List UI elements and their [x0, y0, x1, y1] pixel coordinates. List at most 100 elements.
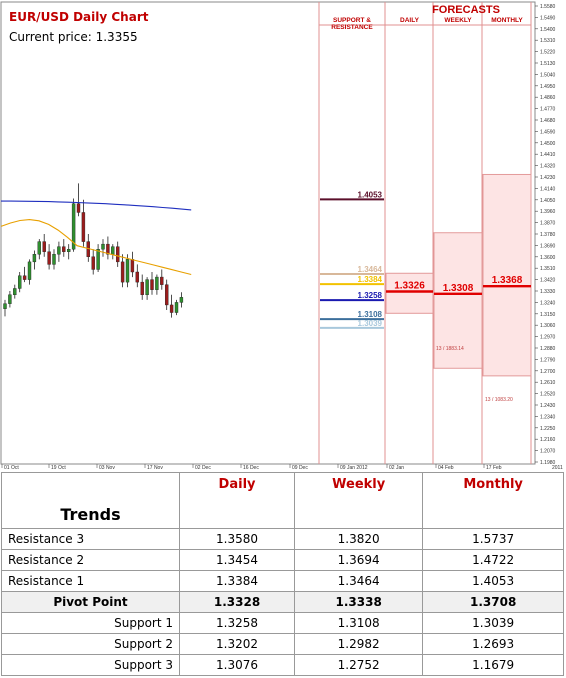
candle-body [115, 246, 120, 263]
candle-body [160, 276, 164, 285]
table-row: Resistance 3 1.3580 1.3820 1.5737 [1, 528, 564, 550]
forecast-value: 1.3368 [492, 275, 523, 286]
table-row: Support 1 1.3258 1.3108 1.3039 [1, 612, 564, 634]
y-tick-label: 1.3240 [540, 300, 556, 306]
x-tick-label: 17 Feb [486, 465, 502, 471]
row-label: Resistance 1 [1, 570, 180, 592]
candle-body [150, 279, 154, 290]
y-tick-label: 1.3870 [540, 221, 556, 227]
candle-body [96, 248, 100, 270]
monthly-range-label: 13 / 1083.20 [485, 397, 513, 403]
y-tick-label: 1.4950 [540, 84, 556, 90]
y-tick-label: 1.5310 [540, 38, 556, 44]
cell-value: 1.3580 [178, 528, 296, 550]
candle-body [101, 243, 105, 250]
header-daily: DAILY [400, 17, 419, 24]
level-label: 1.4053 [358, 190, 383, 199]
y-tick-label: 1.4860 [540, 95, 556, 101]
current-price: Current price: 1.3355 [9, 30, 138, 44]
candle-body [91, 256, 95, 270]
level-label: 1.3039 [358, 319, 383, 328]
chart-title: EUR/USD Daily Chart [9, 10, 149, 24]
candle-body [140, 281, 144, 295]
candle-body [179, 297, 184, 303]
candle-body [155, 276, 159, 290]
cell-value: 1.2982 [294, 633, 424, 655]
y-tick-label: 1.5220 [540, 50, 556, 56]
forecasts-title: FORECASTS [432, 4, 500, 16]
y-tick-label: 1.4140 [540, 186, 556, 192]
trends-title: Trends [1, 472, 180, 529]
y-tick-label: 1.4590 [540, 129, 556, 135]
y-tick-label: 1.4680 [540, 118, 556, 124]
y-tick-label: 1.3060 [540, 323, 556, 329]
forecast-value: 1.3308 [443, 283, 474, 294]
row-label: Pivot Point [1, 591, 180, 613]
y-tick-label: 1.2070 [540, 449, 556, 455]
x-tick-label: 02 Dec [195, 465, 211, 471]
y-tick-label: 1.3510 [540, 266, 556, 272]
y-tick-label: 1.3690 [540, 243, 556, 249]
y-tick-label: 1.4500 [540, 141, 556, 147]
cell-value: 1.3258 [178, 612, 296, 634]
forecast-range-box [433, 232, 483, 369]
candle-body [57, 246, 61, 255]
candle-body [8, 294, 12, 304]
cell-value: 1.1679 [422, 654, 564, 676]
cell-value: 1.3384 [178, 570, 296, 592]
cell-value: 1.3454 [178, 549, 296, 571]
y-tick-label: 1.4050 [540, 198, 556, 204]
candle-body [71, 203, 76, 250]
y-tick-label: 1.2610 [540, 380, 556, 386]
candle-body [111, 246, 115, 255]
row-label: Resistance 2 [1, 549, 180, 571]
cell-value: 1.3708 [422, 591, 564, 613]
column-monthly: Monthly [422, 472, 564, 529]
cell-value: 1.2752 [294, 654, 424, 676]
cell-value: 1.2693 [422, 633, 564, 655]
candle-body [135, 271, 140, 283]
candle-body [106, 243, 110, 255]
cell-value: 1.4053 [422, 570, 564, 592]
candle-body [174, 302, 179, 313]
table-row: Support 3 1.3076 1.2752 1.1679 [1, 654, 564, 676]
y-tick-label: 1.2520 [540, 392, 556, 398]
level-label: 1.3464 [358, 265, 383, 274]
cell-value: 1.4722 [422, 549, 564, 571]
x-tick-label: 16 Dec [243, 465, 259, 471]
y-tick-label: 1.2700 [540, 369, 556, 375]
table-row: Support 2 1.3202 1.2982 1.2693 [1, 633, 564, 655]
y-tick-label: 1.4320 [540, 164, 556, 170]
y-tick-label: 1.2250 [540, 426, 556, 432]
y-tick-label: 1.3420 [540, 278, 556, 284]
x-tick-label: 01 Oct [4, 465, 19, 471]
y-tick-label: 1.4230 [540, 175, 556, 181]
candle-body [145, 279, 149, 296]
header-support-resistance: SUPPORT & RESISTANCE [331, 17, 373, 31]
candle-body [52, 254, 56, 265]
candle-body [164, 284, 169, 306]
cell-value: 1.5737 [422, 528, 564, 550]
cell-value: 1.3328 [178, 591, 296, 613]
row-label: Support 2 [1, 633, 180, 655]
y-tick-label: 1.5580 [540, 4, 556, 10]
row-label: Support 3 [1, 654, 180, 676]
y-tick-label: 1.5130 [540, 61, 556, 67]
candle-body [13, 288, 17, 296]
table-row: Resistance 1 1.3384 1.3464 1.4053 [1, 570, 564, 592]
forecast-range-box [482, 173, 532, 377]
candle-body [3, 303, 7, 309]
y-tick-label: 1.2430 [540, 403, 556, 409]
y-tick-label: 1.5400 [540, 27, 556, 33]
candle-body [18, 275, 22, 289]
y-tick-label: 1.2790 [540, 357, 556, 363]
forecast-range-box [385, 272, 434, 314]
candle-body [81, 212, 86, 242]
x-tick-label: 04 Feb [438, 465, 454, 471]
candle-body [27, 261, 32, 280]
x-tick-label: 09 Jan 2012 [340, 465, 368, 471]
x-tick-label: 02 Jan [389, 465, 404, 471]
candle-body [76, 203, 81, 213]
x-tick-label: 03 Nov [99, 465, 115, 471]
